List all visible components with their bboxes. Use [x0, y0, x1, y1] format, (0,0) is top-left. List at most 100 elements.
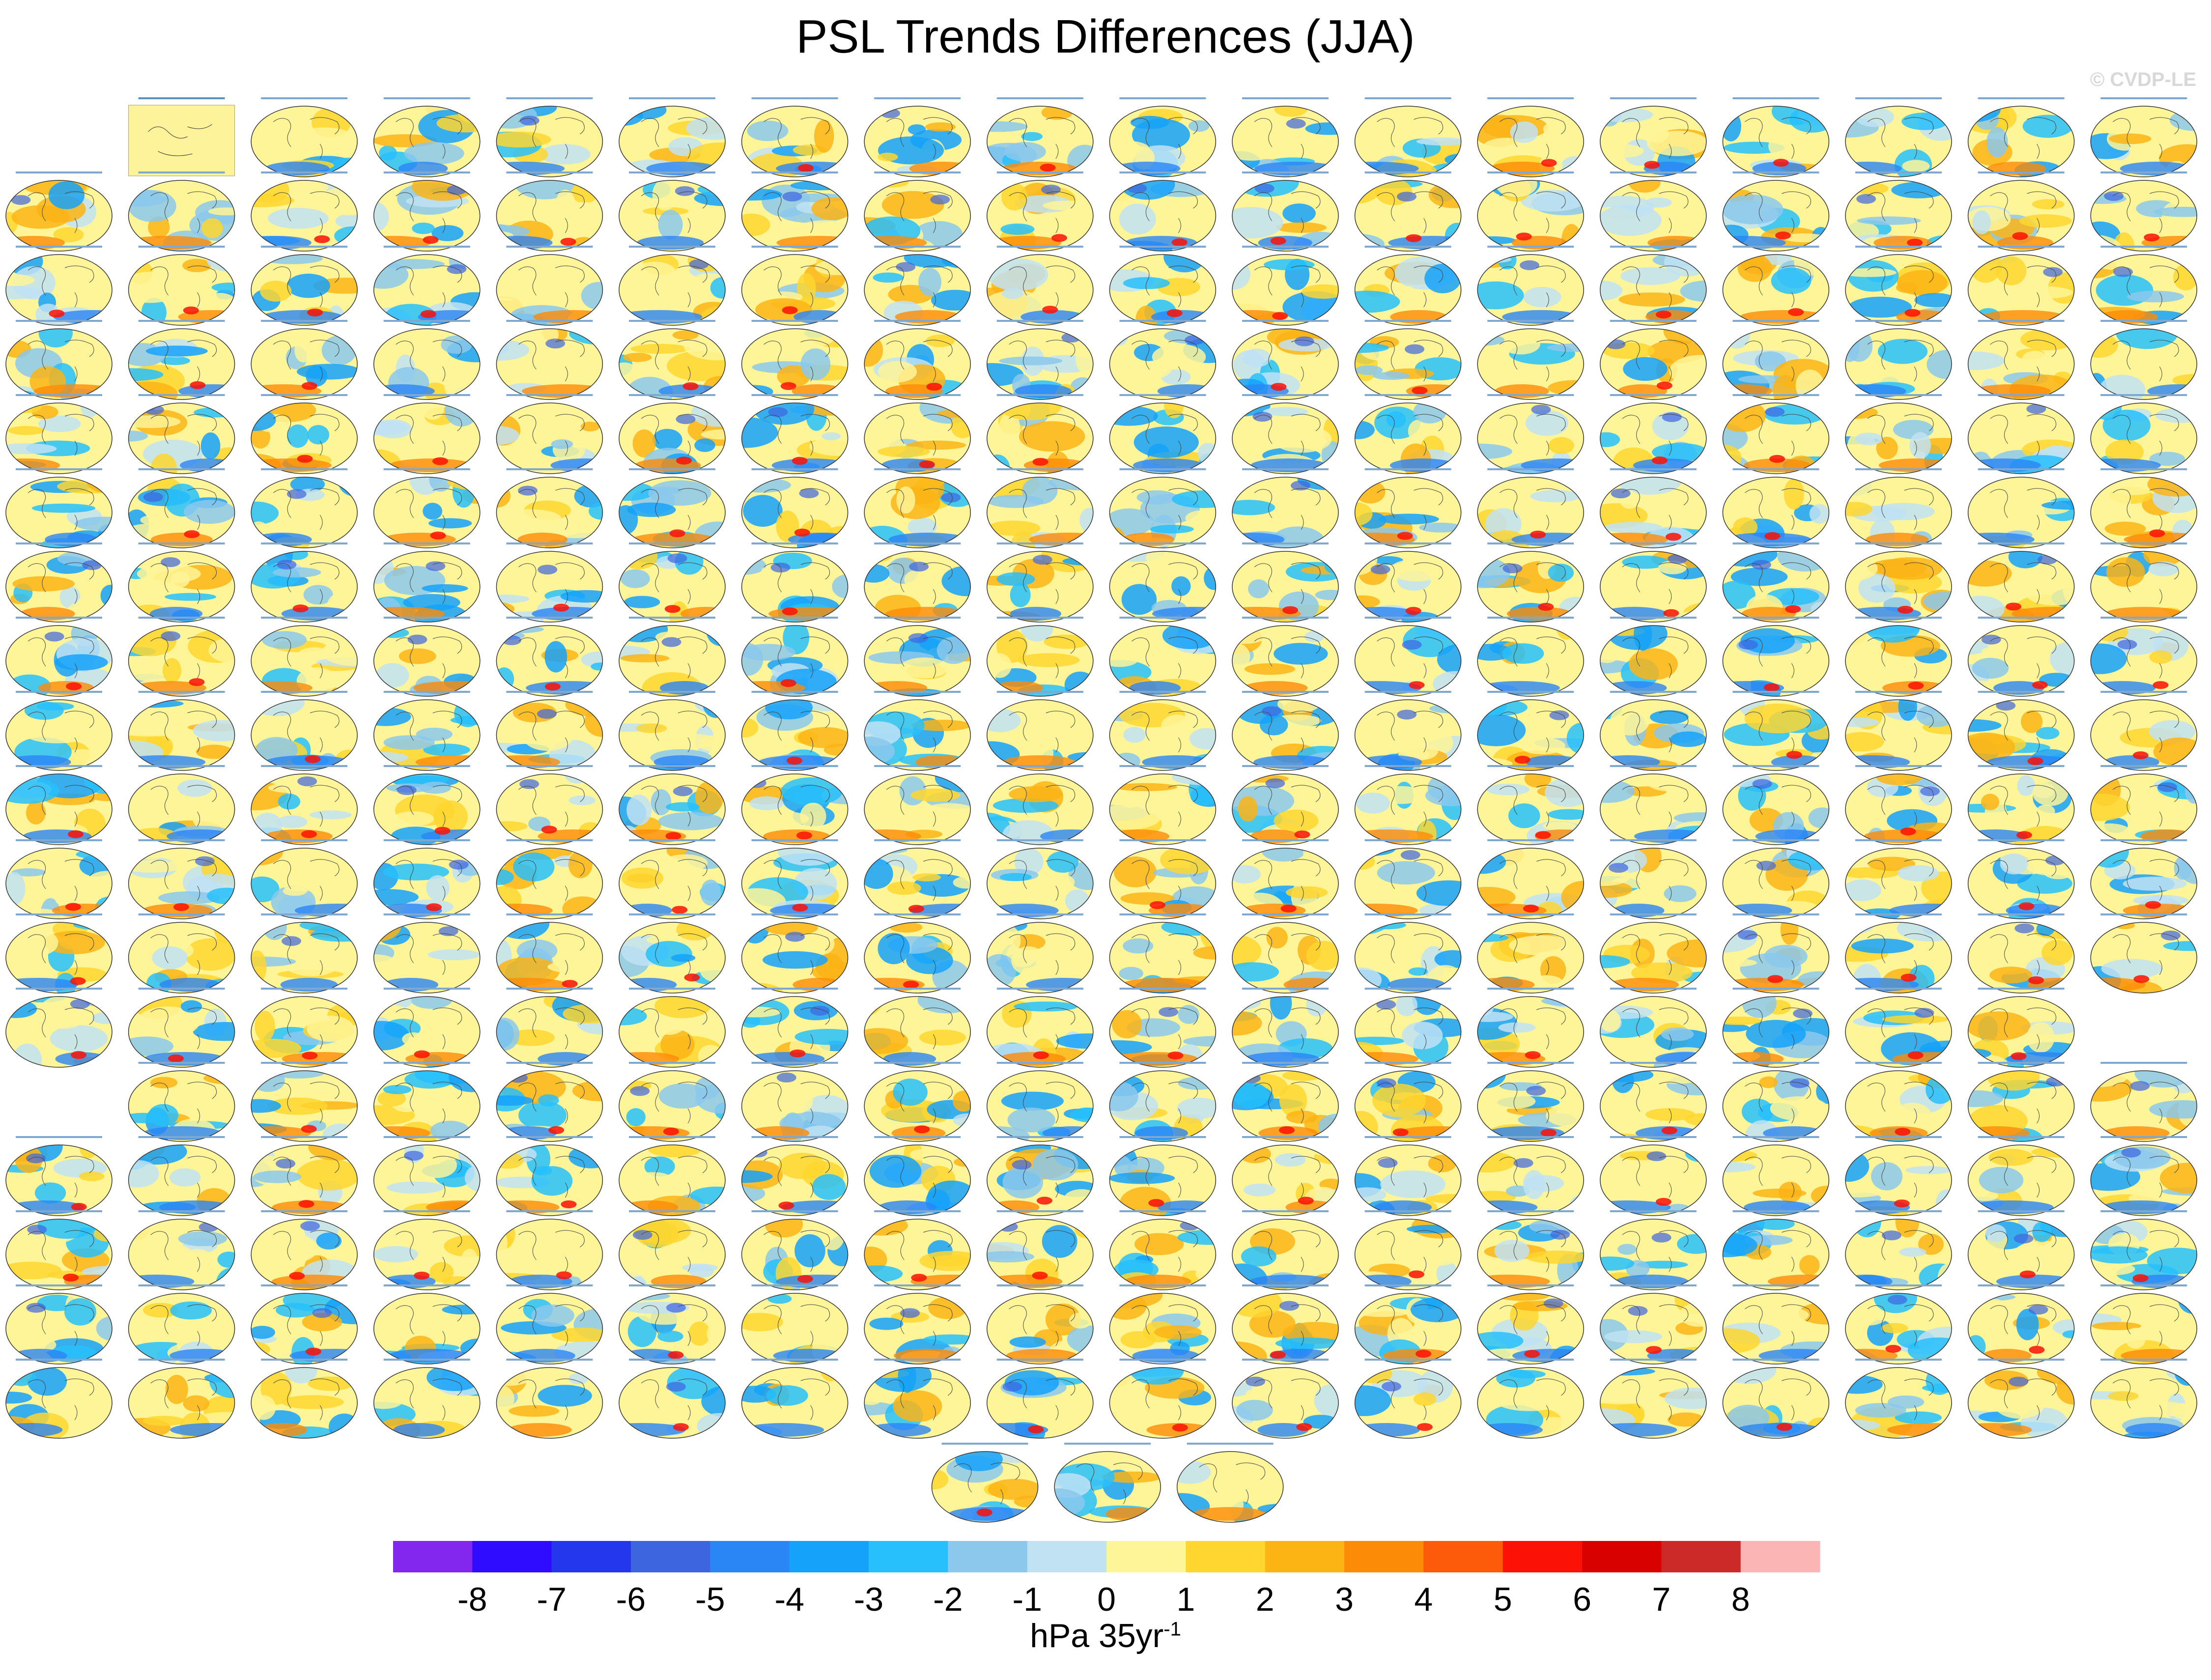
map-panel: [251, 320, 358, 400]
map-panel: [1845, 1284, 1952, 1365]
map-panel: [373, 97, 481, 177]
map-panel: [128, 988, 235, 1068]
colorbar-box: [631, 1541, 710, 1572]
colorbar-box: [1027, 1541, 1107, 1572]
colorbar-tick-label: -7: [537, 1581, 566, 1618]
map-panel: [251, 988, 358, 1068]
map-panel: [1722, 765, 1830, 845]
colorbar-tick-label: 4: [1414, 1581, 1433, 1618]
colorbar-tick-label: 2: [1256, 1581, 1275, 1618]
map-panel: [741, 988, 849, 1068]
colorbar-units: hPa 35yr-1: [0, 1617, 2211, 1655]
map-panel: [741, 765, 849, 845]
map-panel: [373, 1284, 481, 1365]
colorbar-tick-label: 7: [1652, 1581, 1671, 1618]
map-panel: [5, 617, 113, 697]
map-panel: [864, 1136, 971, 1216]
map-panel: [1600, 617, 1707, 697]
map-panel: [1722, 246, 1830, 326]
map-panel: [1722, 320, 1830, 400]
map-panel: [496, 1062, 603, 1142]
map-panel: [251, 468, 358, 548]
colorbar-tick-label: -6: [616, 1581, 646, 1618]
map-panel: [619, 1359, 726, 1439]
chart-title: PSL Trends Differences (JJA): [796, 10, 1415, 63]
colorbar-tick-label: -8: [457, 1581, 487, 1618]
map-panel: [864, 394, 971, 474]
map-panel: [1722, 171, 1830, 252]
colorbar-box: [869, 1541, 948, 1572]
map-panel: [987, 1210, 1094, 1290]
map-panel: [1967, 1062, 2075, 1142]
map-panel: [373, 171, 481, 252]
map-panel: [251, 913, 358, 994]
map-panel: [1354, 1284, 1462, 1365]
colorbar-box: [1740, 1541, 1820, 1572]
colorbar-tick-label: -1: [1012, 1581, 1042, 1618]
map-panel: [864, 171, 971, 252]
map-panel: [864, 765, 971, 845]
map-panel: [1845, 394, 1952, 474]
map-panel: [496, 765, 603, 845]
map-panel: [128, 765, 235, 845]
map-panel: [1722, 988, 1830, 1068]
map-panel: [987, 171, 1094, 252]
colorbar-tick-label: -4: [774, 1581, 804, 1618]
units-text: hPa 35yr: [1030, 1617, 1164, 1654]
colorbar-box: [789, 1541, 869, 1572]
map-panel: [1109, 1359, 1217, 1439]
map-panel: [1354, 988, 1462, 1068]
map-panel: [1232, 320, 1339, 400]
map-panel: [1054, 1443, 1161, 1523]
map-panel: [619, 394, 726, 474]
map-panel: [1354, 1359, 1462, 1439]
map-panel: [496, 1284, 603, 1365]
map-panel: [251, 246, 358, 326]
map-panel: [1109, 171, 1217, 252]
colorbar-tick-label: -3: [854, 1581, 883, 1618]
map-panel: [1354, 246, 1462, 326]
map-panel: [741, 171, 849, 252]
map-panel: [5, 765, 113, 845]
map-panel: [1354, 839, 1462, 919]
colorbar-box: [1344, 1541, 1424, 1572]
map-panel: [1477, 542, 1584, 623]
map-panel: [619, 839, 726, 919]
map-panel: [741, 839, 849, 919]
map-panel: [864, 1284, 971, 1365]
colorbar-box: [551, 1541, 631, 1572]
map-panel: [1967, 691, 2075, 771]
colorbar-tick-label: 1: [1176, 1581, 1195, 1618]
map-panel: [741, 394, 849, 474]
map-panel: [1477, 988, 1584, 1068]
map-panel: [1722, 691, 1830, 771]
colorbar-box: [1502, 1541, 1583, 1572]
map-panel: [496, 913, 603, 994]
map-panel: [619, 320, 726, 400]
map-panel: [864, 1210, 971, 1290]
map-panel: [251, 97, 358, 177]
map-panel: [1477, 320, 1584, 400]
map-panel: [128, 171, 235, 252]
map-panel: [1232, 839, 1339, 919]
map-panel: [1600, 765, 1707, 845]
map-panel: [619, 691, 726, 771]
colorbar-box: [393, 1541, 473, 1572]
colorbar-box: [1265, 1541, 1345, 1572]
map-panel: [373, 394, 481, 474]
map-panel: [1232, 988, 1339, 1068]
map-panel: [1722, 1136, 1830, 1216]
watermark: © CVDP-LE: [2090, 69, 2196, 90]
colorbar-tick-labels: -8 -7 -6 -5 -4 -3 -2 -1 0 1 2 3 4 5 6 7 8: [457, 1581, 1750, 1618]
colorbar-tick-label: 8: [1731, 1581, 1750, 1618]
map-panel: [987, 913, 1094, 994]
colorbar-box: [472, 1541, 552, 1572]
map-panel: [2090, 765, 2197, 845]
map-panel: [1354, 97, 1462, 177]
colorbar-box: [1423, 1541, 1503, 1572]
map-panel: [496, 394, 603, 474]
map-panel: [251, 542, 358, 623]
map-panel: [1477, 171, 1584, 252]
